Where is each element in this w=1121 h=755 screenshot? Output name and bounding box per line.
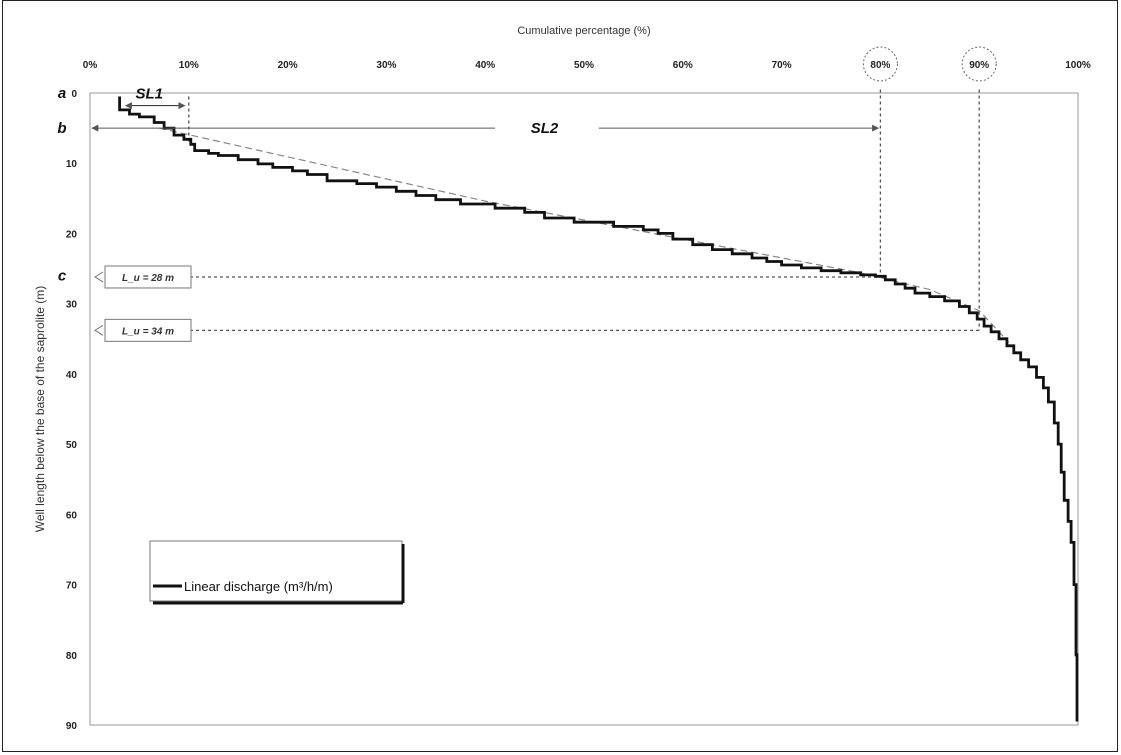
y-tick-label-4: 40 <box>66 370 78 381</box>
lu-box-2 <box>104 318 192 342</box>
series-line-linear-discharge <box>118 96 1079 722</box>
lu-box-pointer-2 <box>94 324 104 336</box>
y-tick-label-0: 0 <box>71 89 77 100</box>
x-tick-label-9: 90% <box>969 60 989 71</box>
y-tick-label-1: 10 <box>66 159 78 170</box>
legend-entry-label: Linear discharge (m³/h/m) <box>184 579 333 594</box>
reference-lines <box>188 89 980 332</box>
x-tick-label-8: 80% <box>870 60 890 71</box>
circled-tick-9 <box>961 46 997 82</box>
x-tick-labels: 0% 10% 20% 30% 40% 50% 60% 70% 80% 90% 100% <box>83 46 1091 82</box>
y-tick-label-8: 80 <box>66 651 78 662</box>
y-tick-label-2: 20 <box>66 229 78 240</box>
y-tick-label-3: 30 <box>66 300 78 311</box>
annotation-a: a <box>58 85 66 102</box>
plot-area <box>89 92 1079 726</box>
y-axis-title: Well length below the base of the saprol… <box>33 286 47 533</box>
x-tick-label-4: 40% <box>475 60 495 71</box>
x-tick-label-10: 100% <box>1065 60 1091 71</box>
y-tick-label-7: 70 <box>66 581 78 592</box>
lu-box-label-1: L_u = 28 m <box>122 273 174 284</box>
circled-tick-8 <box>862 46 898 82</box>
lu-box-1 <box>104 265 192 289</box>
annotations: a b c SL1 SL2 L_u = 28 m L_u = 34 m <box>57 85 880 342</box>
trend-line <box>159 127 1010 343</box>
x-tick-label-3: 30% <box>376 60 396 71</box>
x-tick-label-0: 0% <box>83 60 98 71</box>
annotation-c: c <box>58 268 67 285</box>
lu-box-label-2: L_u = 34 m <box>122 326 174 337</box>
x-tick-label-6: 60% <box>673 60 693 71</box>
annotation-sl1-label: SL1 <box>136 86 164 103</box>
y-tick-label-5: 50 <box>66 440 78 451</box>
annotation-sl2-label: SL2 <box>531 120 559 137</box>
x-tick-label-5: 50% <box>574 60 594 71</box>
y-tick-labels: 0 10 20 30 40 50 60 70 80 90 <box>66 89 78 732</box>
lu-box-pointer-1 <box>94 271 104 283</box>
x-axis-title: Cumulative percentage (%) <box>517 25 650 37</box>
y-tick-label-6: 60 <box>66 510 78 521</box>
legend: Linear discharge (m³/h/m) <box>149 540 405 605</box>
x-tick-label-2: 20% <box>278 60 298 71</box>
x-tick-label-7: 70% <box>772 60 792 71</box>
y-tick-label-9: 90 <box>66 721 78 732</box>
annotation-b: b <box>57 120 66 137</box>
legend-box <box>149 540 403 602</box>
x-tick-label-1: 10% <box>179 60 199 71</box>
